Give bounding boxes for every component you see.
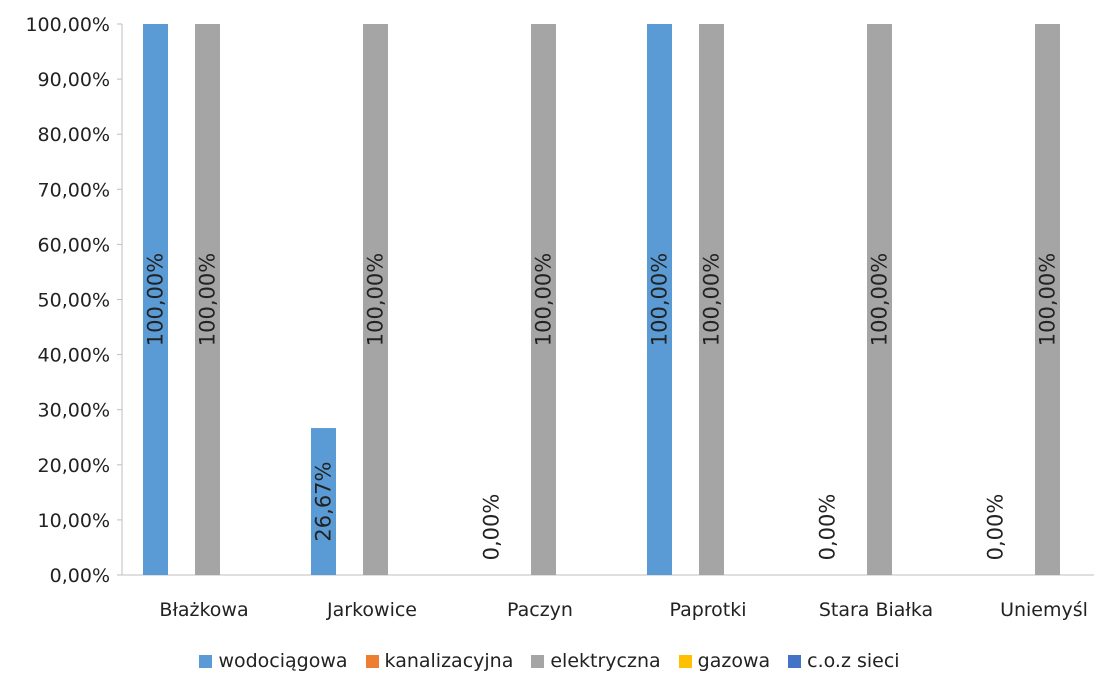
y-tick-label: 100,00% — [25, 14, 110, 36]
legend-swatch — [199, 654, 213, 668]
y-tick-label: 80,00% — [38, 124, 110, 146]
legend-item: gazowa — [678, 650, 771, 672]
y-tick-label: 70,00% — [38, 179, 110, 201]
bar — [311, 428, 336, 575]
legend: wodociągowa kanalizacyjna elektryczna gazow… — [0, 646, 1099, 676]
y-tick-label: 0,00% — [50, 565, 110, 587]
data-label: 100,00% — [196, 253, 220, 346]
data-label: 26,67% — [312, 461, 336, 541]
bar — [195, 24, 220, 575]
x-tick-label: Paprotki — [669, 599, 746, 621]
legend-label: gazowa — [697, 650, 771, 672]
bar — [363, 24, 388, 575]
x-tick-label: Paczyn — [507, 599, 573, 621]
data-label: 100,00% — [648, 253, 672, 346]
legend-swatch — [788, 654, 802, 668]
y-tick-label: 20,00% — [38, 455, 110, 477]
data-label: 100,00% — [1036, 253, 1060, 346]
bar — [867, 24, 892, 575]
data-label: 0,00% — [816, 494, 840, 561]
x-tick-label: Błażkowa — [159, 599, 248, 621]
legend-item: c.o.z sieci — [788, 650, 900, 672]
y-tick-label: 50,00% — [38, 290, 110, 312]
legend-item: wodociągowa — [199, 650, 348, 672]
legend-label: kanalizacyjna — [384, 650, 514, 672]
data-label: 100,00% — [364, 253, 388, 346]
y-tick-label: 40,00% — [38, 345, 110, 367]
legend-swatch — [678, 654, 692, 668]
legend-label: wodociągowa — [218, 650, 348, 672]
y-tick-label: 30,00% — [38, 400, 110, 422]
legend-label: elektryczna — [550, 650, 661, 672]
legend-swatch — [531, 654, 545, 668]
data-labels: 100,00% 100,00% 26,67% 100,00% 0,00% 100,00% 1… — [144, 253, 1060, 561]
x-tick-label: Uniemyśl — [1000, 599, 1088, 621]
bar — [1035, 24, 1060, 575]
bar — [647, 24, 672, 575]
y-tick-label: 60,00% — [38, 234, 110, 256]
y-tick-label: 10,00% — [38, 510, 110, 532]
x-tick-label: Stara Białka — [819, 599, 933, 621]
data-label: 100,00% — [532, 253, 556, 346]
data-label: 100,00% — [868, 253, 892, 346]
x-tick-label: Jarkowice — [326, 599, 417, 621]
x-axis: Błażkowa Jarkowice Paczyn Paprotki Stara Bia… — [122, 574, 1094, 621]
data-label: 100,00% — [144, 253, 168, 346]
legend-swatch — [365, 654, 379, 668]
bar — [699, 24, 724, 575]
y-axis: 0,00% 10,00% 20,00% 30,00% 40,00% 50,00% 60,00… — [25, 14, 123, 587]
legend-item: kanalizacyjna — [365, 650, 514, 672]
data-label: 100,00% — [700, 253, 724, 346]
bar — [531, 24, 556, 575]
y-tick-label: 90,00% — [38, 69, 110, 91]
legend-label: c.o.z sieci — [807, 650, 900, 672]
legend-item: elektryczna — [531, 650, 661, 672]
bar — [143, 24, 168, 575]
bars — [143, 24, 1060, 575]
data-label: 0,00% — [480, 494, 504, 561]
data-label: 0,00% — [984, 494, 1008, 561]
